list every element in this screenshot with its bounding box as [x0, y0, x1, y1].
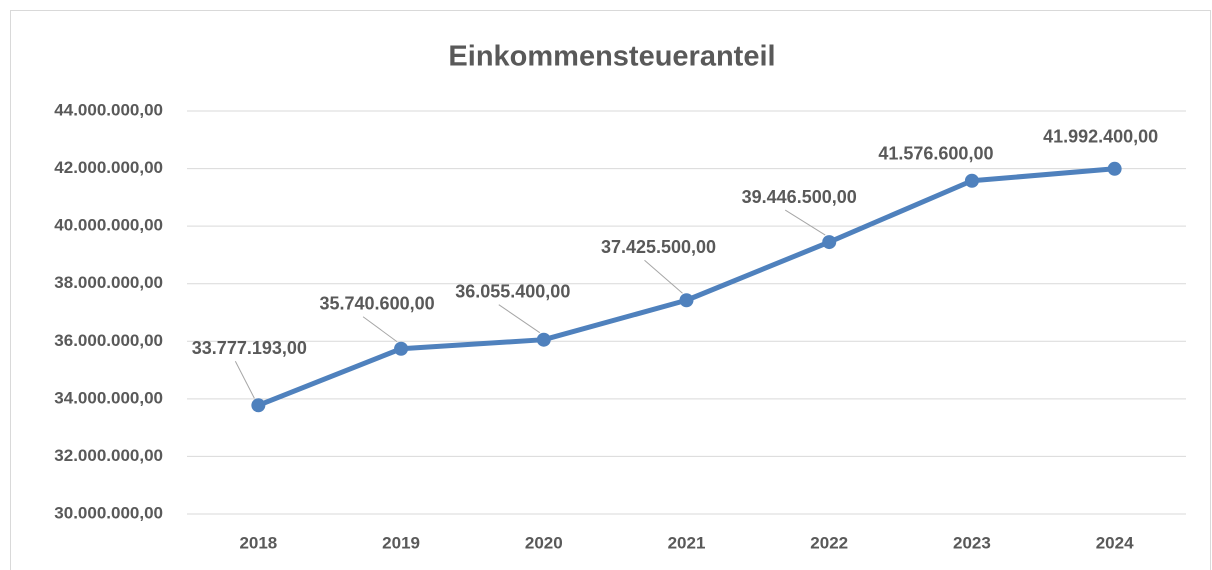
- data-label: 41.576.600,00: [878, 144, 993, 164]
- chart-title: Einkommensteueranteil: [448, 41, 775, 73]
- leader-line: [498, 304, 541, 334]
- marker: [536, 332, 551, 347]
- data-label: 33.777.193,00: [192, 338, 307, 358]
- x-tick-label: 2024: [1096, 533, 1134, 552]
- data-label: 35.740.600,00: [320, 294, 435, 314]
- marker: [1107, 161, 1122, 176]
- x-tick-label: 2018: [239, 533, 277, 552]
- y-tick-label: 34.000.000,00: [54, 388, 163, 407]
- y-tick-label: 40.000.000,00: [54, 216, 163, 235]
- marker: [679, 293, 694, 308]
- y-tick-label: 42.000.000,00: [54, 158, 163, 177]
- y-tick-label: 32.000.000,00: [54, 446, 163, 465]
- x-tick-label: 2019: [382, 533, 420, 552]
- marker: [394, 341, 409, 356]
- y-tick-label: 36.000.000,00: [54, 331, 163, 350]
- x-tick-label: 2023: [953, 533, 991, 552]
- marker: [964, 173, 979, 188]
- x-tick-label: 2021: [668, 533, 706, 552]
- leader-line: [644, 259, 683, 294]
- marker: [822, 235, 837, 250]
- y-tick-label: 44.000.000,00: [54, 100, 163, 119]
- leader-line: [362, 316, 398, 343]
- data-label: 41.992.400,00: [1043, 127, 1158, 147]
- y-tick-label: 30.000.000,00: [54, 503, 163, 522]
- marker: [251, 398, 266, 413]
- data-label: 36.055.400,00: [455, 281, 570, 301]
- data-label: 39.446.500,00: [742, 187, 857, 207]
- chart-border: [10, 10, 1211, 570]
- leader-line: [234, 361, 255, 399]
- y-tick-label: 38.000.000,00: [54, 273, 163, 292]
- leader-line: [784, 209, 826, 236]
- x-tick-label: 2020: [525, 533, 563, 552]
- x-tick-label: 2022: [810, 533, 848, 552]
- data-label: 37.425.500,00: [601, 237, 716, 257]
